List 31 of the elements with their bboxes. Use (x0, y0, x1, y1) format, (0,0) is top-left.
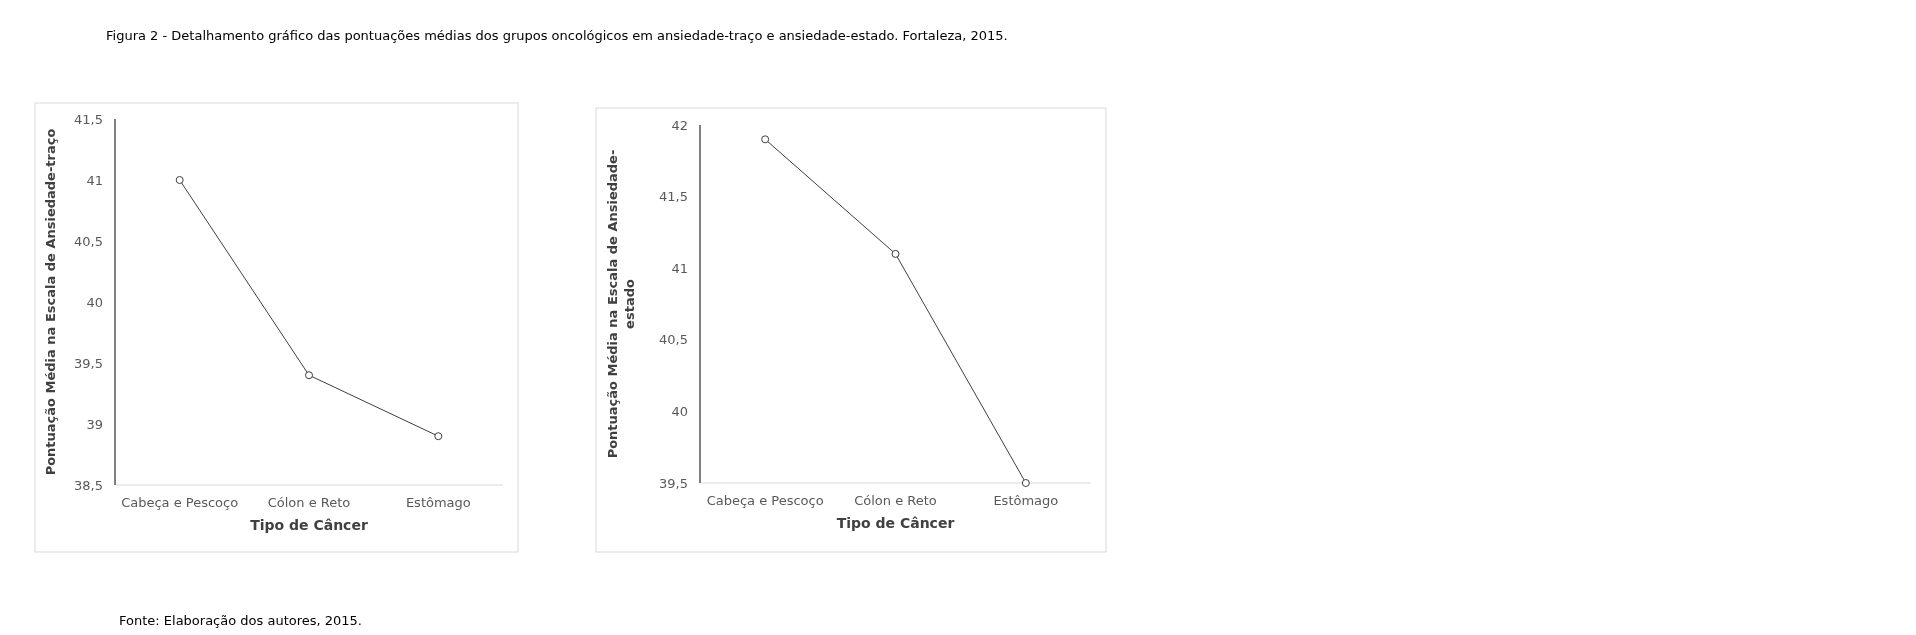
point (761, 135, 770, 144)
x-tick-label: Estômago (405, 495, 471, 510)
x-axis-title: Tipo de Câncer (250, 517, 368, 533)
y-tick-label: 40 (86, 294, 103, 310)
y-tick-label: 41,5 (74, 111, 103, 127)
y-tick-label: 41 (86, 172, 103, 188)
y-tick-label: 40 (671, 403, 688, 419)
y-tick-label: 41 (671, 260, 688, 276)
y-tick-label: 42 (671, 117, 688, 133)
point (434, 432, 443, 441)
y-tick-label: 41,5 (659, 189, 688, 205)
y-tick-label: 40,5 (659, 332, 688, 348)
x-tick-label: Cabeça e Pescoço (706, 493, 824, 508)
point (175, 176, 184, 184)
x-axis-title: Tipo de Câncer (836, 515, 955, 531)
y-tick-label: 38,5 (74, 477, 103, 493)
point (305, 371, 313, 380)
x-tick-label: Estômago (993, 493, 1059, 508)
x-tick-label: Cólon e Reto (267, 495, 351, 510)
point (891, 249, 900, 258)
y-tick-label: 40,5 (74, 233, 103, 249)
y-tick-label: 39 (86, 416, 103, 432)
text: Figura 2 - Detalhamento gráfico das pontuações médias dos grupos oncológicos em ansiedade-traço e ansiedade-estado. Fortaleza, 2015. (106, 28, 1008, 43)
y-tick-label: 39,5 (659, 475, 688, 491)
y-tick-label: 39,5 (74, 355, 103, 371)
x-tick-label: Cólon e Reto (854, 493, 937, 508)
y-axis-title: Pontuação Média na Escala de Ansiedade-estado (605, 149, 637, 459)
x-tick-label: Cabeça e Pescoço (121, 495, 239, 510)
y-axis-title: Pontuação Média na Escala de Ansiedade-traço (43, 128, 58, 476)
point (1021, 479, 1030, 487)
source-note: Fonte: Elaboração dos autores, 2015. (119, 613, 363, 628)
